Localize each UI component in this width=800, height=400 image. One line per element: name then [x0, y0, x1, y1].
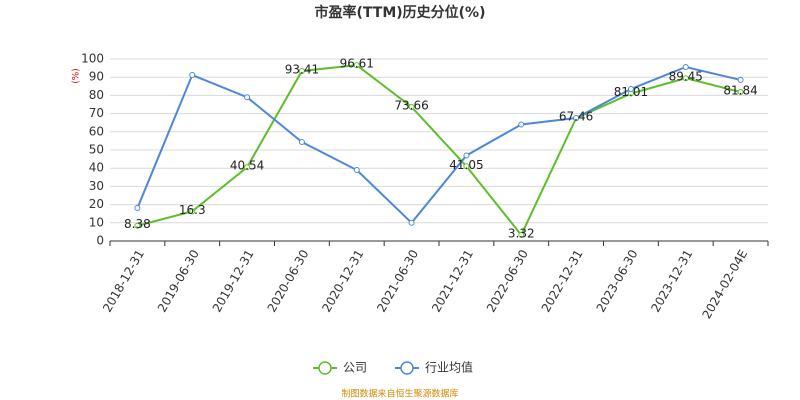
- series-line: [137, 64, 741, 237]
- point: [463, 152, 470, 159]
- point: [134, 205, 141, 212]
- y-tick-label: 10: [89, 215, 104, 229]
- data-label: 16.3: [179, 203, 206, 217]
- y-unit: (%): [72, 68, 82, 84]
- y-tick-label: 40: [89, 161, 104, 175]
- x-tick-label: 2023-12-31: [648, 247, 695, 314]
- point: [627, 86, 634, 93]
- x-tick-label: 2020-12-31: [319, 247, 366, 314]
- point: [518, 231, 525, 238]
- point: [353, 62, 360, 69]
- point: [244, 94, 251, 101]
- data-label: 96.61: [340, 57, 374, 71]
- data-label: 81.01: [614, 85, 648, 99]
- x-tick-label: 2022-12-31: [539, 247, 586, 314]
- x-tick-label: 2023-06-30: [594, 247, 641, 314]
- legend-marker: [400, 361, 414, 375]
- legend-label: 公司: [343, 361, 367, 375]
- x-tick-label: 2018-12-31: [100, 247, 147, 314]
- legend-item[interactable]: 行业均值: [395, 360, 473, 375]
- point: [682, 75, 689, 82]
- chart-title: 市盈率(TTM)历史分位(%): [315, 4, 486, 21]
- data-label: 81.84: [723, 84, 757, 98]
- data-label: 8.38: [124, 217, 151, 231]
- y-tick-label: 50: [89, 143, 104, 157]
- data-label: 89.45: [669, 70, 703, 84]
- y-tick-label: 90: [89, 70, 104, 84]
- legend-marker: [318, 361, 332, 375]
- point: [573, 114, 580, 121]
- y-tick-label: 80: [89, 88, 104, 102]
- point: [682, 64, 689, 71]
- x-tick-label: 2019-12-31: [210, 247, 257, 314]
- legend-item[interactable]: 公司: [313, 361, 367, 375]
- point: [189, 72, 196, 79]
- data-label: 3.32: [508, 226, 535, 240]
- legend-label: 行业均值: [425, 360, 473, 375]
- source-note: 制图数据来自恒生聚源数据库: [341, 388, 458, 400]
- point: [463, 163, 470, 170]
- series-line: [136, 65, 741, 225]
- x-tick-label: 2021-06-30: [374, 247, 421, 314]
- y-tick-label: 70: [89, 106, 104, 120]
- y-tick-label: 60: [89, 124, 104, 138]
- y-tick-label: 0: [96, 234, 104, 248]
- x-tick-label: 2022-06-30: [484, 247, 531, 314]
- point: [134, 222, 141, 229]
- data-label: 40.54: [230, 159, 264, 173]
- data-label: 67.46: [559, 110, 593, 124]
- point: [298, 138, 305, 145]
- x-tick-label: 2020-06-30: [265, 247, 312, 314]
- point: [408, 103, 415, 110]
- point: [298, 67, 305, 74]
- point: [737, 76, 744, 83]
- x-tick-label: 2024-02-04E: [699, 247, 750, 321]
- data-label: 93.41: [285, 62, 319, 76]
- x-tick-label: 2021-12-31: [429, 247, 476, 314]
- point: [737, 89, 744, 96]
- point: [518, 121, 525, 128]
- data-label: 73.66: [394, 98, 428, 112]
- y-tick-label: 100: [81, 52, 104, 66]
- point: [408, 219, 415, 226]
- y-tick-label: 20: [89, 197, 104, 211]
- x-tick-label: 2019-06-30: [155, 247, 202, 314]
- point: [189, 208, 196, 215]
- point: [244, 164, 251, 171]
- data-label: 41.05: [449, 158, 483, 172]
- y-tick-label: 30: [89, 179, 104, 193]
- point: [353, 167, 360, 174]
